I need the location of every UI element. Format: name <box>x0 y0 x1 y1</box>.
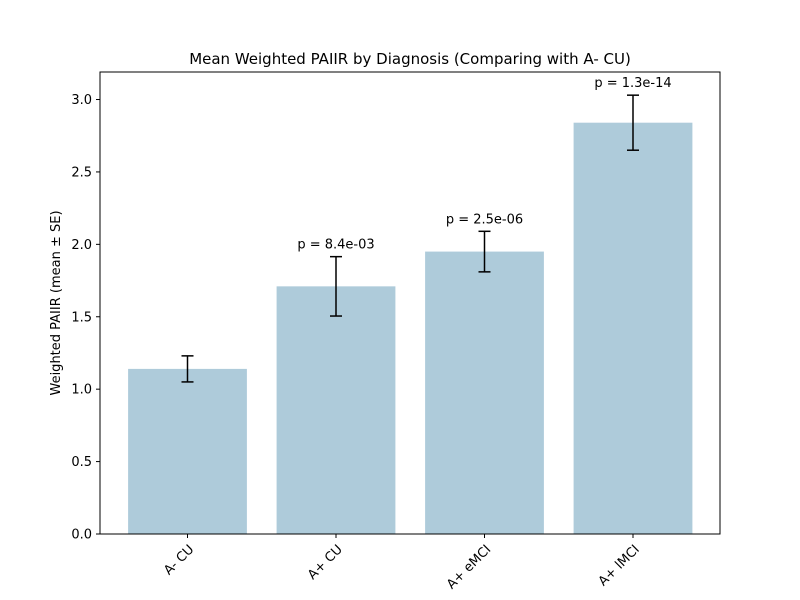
bar <box>128 368 247 534</box>
annotations-group: p = 8.4e-03 p = 2.5e-06 p = 1.3e-14 <box>297 76 671 252</box>
y-tick-label: 3.0 <box>71 93 92 108</box>
error-bar <box>478 230 491 273</box>
x-tick-label: A+ eMCI <box>444 542 494 592</box>
errorbars-group <box>181 94 639 383</box>
x-tick-label: A- CU <box>161 542 197 578</box>
error-bar <box>181 355 194 383</box>
bar <box>276 286 396 534</box>
y-tick-label: 1.0 <box>71 383 92 398</box>
y-tick-label: 0.0 <box>71 528 92 543</box>
x-axis: A- CU A+ CU A+ eMCI A+ lMCI <box>161 534 643 592</box>
y-axis: 0.0 0.5 1.0 1.5 2.0 2.5 3.0 <box>71 93 100 543</box>
bar <box>573 122 693 535</box>
plot-frame <box>99 71 721 535</box>
error-bar <box>627 94 639 151</box>
error-bar <box>330 255 342 317</box>
y-tick-label: 2.5 <box>71 165 92 180</box>
y-tick-label: 0.5 <box>71 455 92 470</box>
p-value-label: p = 8.4e-03 <box>297 238 374 253</box>
bar <box>425 251 544 534</box>
chart-title: Mean Weighted PAIIR by Diagnosis (Compar… <box>189 50 631 68</box>
x-tick-label: A+ CU <box>305 542 346 583</box>
x-tick-label: A+ lMCI <box>596 542 643 589</box>
p-value-label: p = 2.5e-06 <box>446 212 523 227</box>
p-value-label: p = 1.3e-14 <box>594 76 671 91</box>
y-tick-label: 2.0 <box>71 238 92 253</box>
y-tick-label: 1.5 <box>71 310 92 325</box>
y-axis-label: Weighted PAIIR (mean ± SE) <box>49 210 64 395</box>
bars-group <box>128 122 693 535</box>
